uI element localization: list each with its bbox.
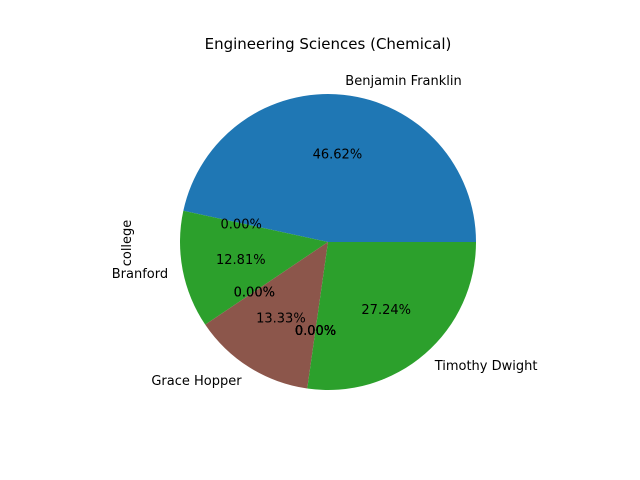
pie-pct-label-6: 0.00% — [295, 324, 336, 339]
pie-category-label-0: Benjamin Franklin — [345, 74, 461, 89]
pie-pct-label-0: 46.62% — [313, 148, 363, 163]
pie-category-label-2: Branford — [112, 267, 168, 282]
pie-pct-label-5: 13.33% — [256, 311, 306, 326]
pie-category-label-11: Timothy Dwight — [434, 359, 538, 374]
pie-slice-2 — [180, 210, 328, 325]
y-axis-label: college — [120, 220, 135, 267]
pie-labels: 46.62% Benjamin Franklin 0.00% 12.81% Branfo… — [112, 74, 538, 389]
pie-pct-label-8: 0.00% — [295, 324, 336, 339]
chart-title: Engineering Sciences (Chemical) — [205, 35, 452, 53]
pie-pct-label-1: 0.00% — [221, 217, 262, 232]
pie-slice-11 — [307, 242, 476, 391]
pie-pct-label-11: 27.24% — [361, 303, 411, 318]
pie-pct-label-4: 0.00% — [234, 286, 275, 301]
pie-slices — [180, 94, 476, 391]
pie-pct-label-9: 0.00% — [295, 324, 336, 339]
pie-slice-5 — [205, 242, 328, 389]
pie-pct-label-2: 12.81% — [216, 253, 266, 268]
pie-category-label-5: Grace Hopper — [151, 374, 242, 389]
pie-pct-label-7: 0.00% — [295, 324, 336, 339]
pie-pct-label-3: 0.00% — [234, 286, 275, 301]
pie-slice-0 — [183, 94, 476, 242]
pie-pct-label-10: 0.00% — [295, 324, 336, 339]
